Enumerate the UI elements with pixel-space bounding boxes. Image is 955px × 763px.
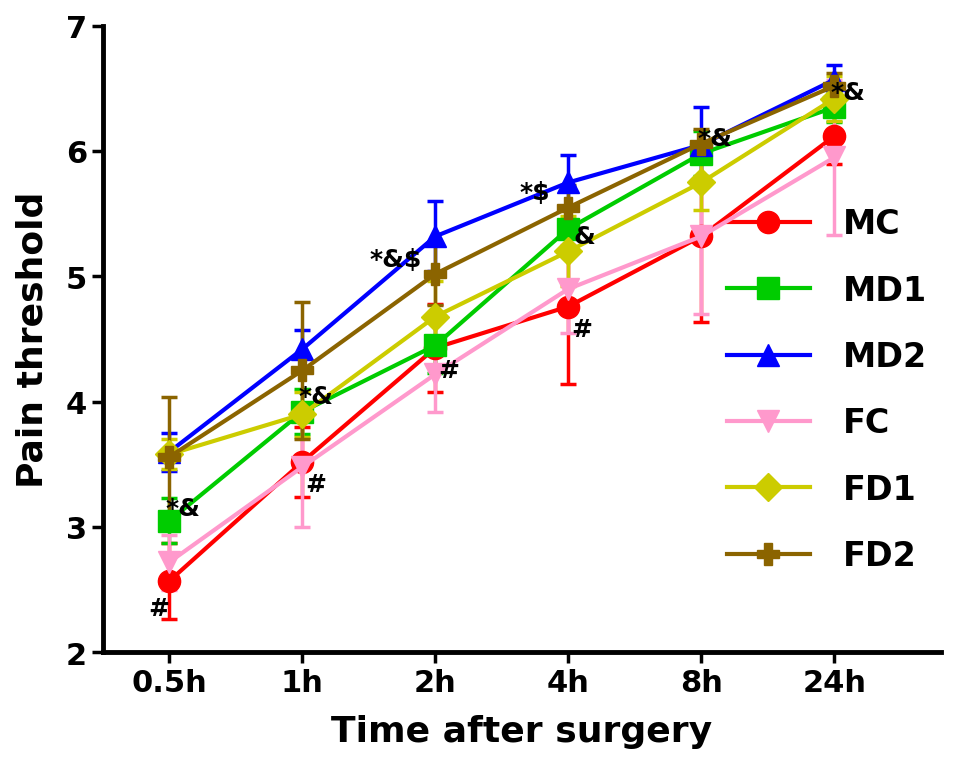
Text: &: & [573,225,595,249]
Text: #: # [305,473,326,497]
Text: *&$: *&$ [369,247,421,272]
Text: *$: *$ [520,181,550,205]
Text: #: # [148,597,169,620]
Text: #: # [571,317,592,341]
Y-axis label: Pain threshold: Pain threshold [15,192,49,488]
Text: *&: *& [697,127,732,151]
Legend: MC, MD1, MD2, FC, FD1, FD2: MC, MD1, MD2, FC, FD1, FD2 [712,195,940,586]
Text: *&: *& [165,497,200,520]
Text: *&: *& [298,385,333,409]
Text: *&: *& [830,81,864,105]
Text: #: # [437,359,458,383]
X-axis label: Time after surgery: Time after surgery [331,714,711,748]
